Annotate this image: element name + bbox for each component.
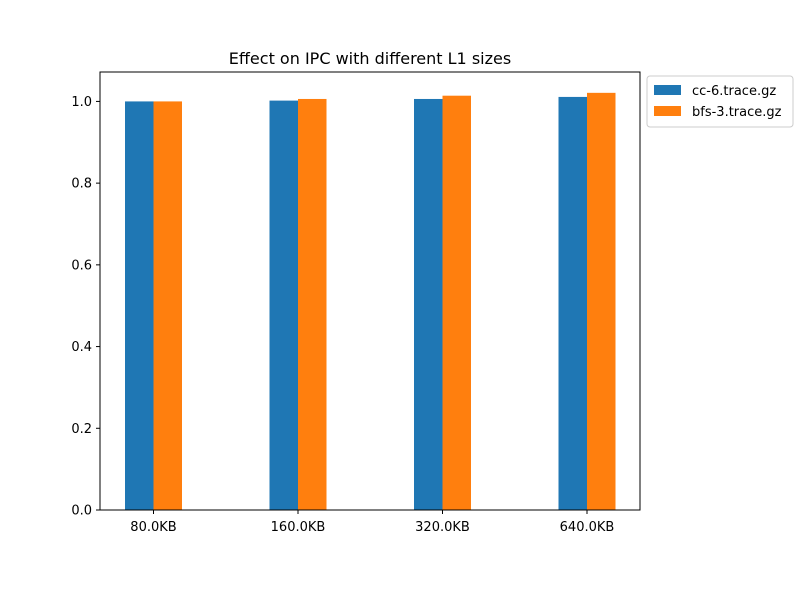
- y-tick-label: 1.0: [71, 95, 92, 110]
- x-tick-label: 640.0KB: [560, 520, 615, 535]
- y-tick-label: 0.0: [71, 504, 92, 519]
- y-tick-label: 0.2: [71, 422, 92, 437]
- x-tick-label: 160.0KB: [271, 520, 326, 535]
- chart-title: Effect on IPC with different L1 sizes: [229, 49, 511, 68]
- legend: cc-6.trace.gz bfs-3.trace.gz: [646, 75, 794, 128]
- bar-series2-1: [153, 101, 182, 510]
- x-tick-label: 80.0KB: [130, 520, 176, 535]
- bar-series2-3: [442, 95, 471, 511]
- legend-label: bfs-3.trace.gz: [692, 105, 782, 120]
- bar-series1-1: [125, 101, 154, 510]
- bar-series1-4: [558, 96, 587, 510]
- bar-series1-2: [269, 100, 298, 511]
- plot-area: 80.0KB 160.0KB 320.0KB 640.0KB 0.0 0.2 0.4 0.6 0…: [71, 71, 641, 535]
- y-tick-label: 0.6: [71, 258, 92, 273]
- bar-series2-4: [587, 92, 616, 511]
- bar-series1-3: [414, 98, 443, 510]
- y-tick-label: 0.4: [71, 340, 92, 355]
- axes-frame: [99, 71, 641, 511]
- legend-box: [646, 75, 794, 128]
- y-tick-label: 0.8: [71, 177, 92, 192]
- legend-swatch: [654, 85, 681, 95]
- x-tick-label: 320.0KB: [415, 520, 470, 535]
- bar-series2-2: [298, 98, 327, 510]
- legend-label: cc-6.trace.gz: [692, 84, 776, 99]
- legend-swatch: [654, 106, 681, 116]
